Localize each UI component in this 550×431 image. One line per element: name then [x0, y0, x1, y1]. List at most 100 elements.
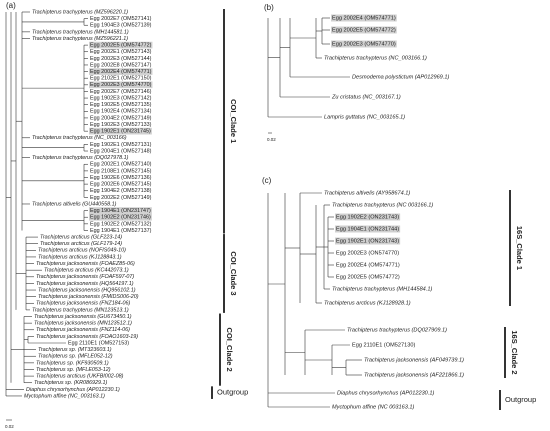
taxon-label: Trachipterus jacksonensis (AF049739.1) [364, 357, 464, 363]
taxon-label: Trachipterus altivelis (GU440558.1) [32, 201, 117, 207]
taxon-label: Trachipterus altivelis (AY958674.1) [324, 190, 410, 196]
highlight [335, 225, 401, 233]
taxon-label: Trachipterus jacksonensis (GU673450.1) [34, 314, 132, 320]
taxon-label: Trachipterus trachypterus (MN123513.1) [32, 307, 129, 313]
taxon-label: Trachipterus trachypterus (DQ027909.1) [347, 327, 447, 333]
highlight [335, 213, 401, 221]
taxon-label: Egg 2002E3 (ON574770) [336, 250, 399, 256]
taxon-label: Trachipterus jacksonensis (HQ564197.1) [36, 281, 134, 287]
taxon-label: Diaphus chrysorhynchus (AP012230.1) [337, 390, 434, 396]
taxon-label: Desmodema polystictum (AP012969.1) [352, 74, 449, 80]
taxon-label: Egg 2108E1 (OM527145) [90, 168, 152, 174]
taxon-label: Egg 2002E4 (OM574771) [90, 69, 152, 75]
taxon-label: Egg 2002E5 (OM574772) [90, 43, 152, 49]
taxon-label: Egg 2002E1 (OM527140) [90, 162, 152, 168]
taxon-label: Egg 2002E3 (OM527144) [90, 56, 152, 62]
taxon-label: Trachipterus trachypterus (MH144581.1) [32, 29, 129, 35]
panel-label: (a) [6, 1, 16, 10]
taxon-label: Trachipterus arcticus (GLF179-14) [40, 241, 122, 247]
taxon-label: Egg 1904E1 (ON231744) [336, 226, 399, 232]
taxon-label: Myctophum affine (NC_003163.1) [24, 393, 105, 399]
taxon-label: Egg 2002E7 (OM527146) [90, 89, 152, 95]
taxon-label: Egg 2110E1 (OM527130) [352, 342, 415, 348]
highlight [89, 127, 152, 135]
taxon-label: Egg 2002E6 (OM527145) [90, 182, 152, 188]
taxon-label: Egg 2002E1 (OM527143) [90, 49, 152, 55]
taxon-label: Egg 1902E1 (ON231745) [90, 129, 151, 135]
highlight [89, 81, 153, 89]
taxon-label: Egg 2002E3 (OM574770) [332, 41, 396, 47]
taxon-label: Egg 2004E1 (OM527148) [90, 148, 152, 154]
clade-label: 16S_Clade 2 [510, 330, 519, 374]
taxon-label: Egg 1904E1 (OM527137) [90, 228, 152, 234]
taxon-label: Egg 1902E1 (OM527131) [90, 142, 152, 148]
taxon-label: Trachipterus sp. (MFLE053-12) [36, 367, 111, 373]
taxon-label: Egg 2002E4 (OM574771) [336, 262, 400, 268]
taxon-label: Myctophum affine (NC 003163.1) [332, 404, 415, 410]
taxon-label: Trachipterus jacksonensis (FOAF597-07) [36, 274, 134, 280]
taxon-label: Trachipterus jacksonensis (AF221866.1) [364, 372, 464, 378]
taxon-label: Egg 1902E6 (OM527136) [90, 175, 152, 181]
taxon-label: Egg 2002E5 (OM574772) [336, 274, 400, 280]
taxon-label: Trachipterus sp. (KR086929.1) [34, 380, 108, 386]
taxon-label: Trachipterus arcticus (KC442073.1) [44, 268, 129, 274]
highlight [89, 68, 153, 75]
taxon-label: Trachipterus trachypterus (NC_003166.1) [324, 55, 427, 61]
panel-label: (c) [262, 176, 272, 185]
taxon-label: Trachipterus jacksonensis (HQ956102.1) [38, 287, 136, 293]
highlight [331, 14, 397, 22]
taxon-label: Trachipterus trachypterus (MH144584.1) [332, 286, 432, 292]
clade-label: Outgroup [505, 395, 536, 404]
clade-label: Outgroup [217, 388, 248, 397]
taxon-label: Egg 2002E4 (OM574771) [332, 15, 396, 21]
taxon-label: Trachipterus arcticus (UKFBI002-08) [36, 374, 124, 380]
highlight [89, 207, 152, 214]
taxon-label: Egg 2110E1 (OM527153) [68, 340, 129, 346]
taxon-label: Trachipterus jacksonensis (FOAEZ85-06) [36, 261, 135, 267]
clade-label: COI_Clade 3 [229, 251, 238, 295]
taxon-label: Egg 1904E1 (ON231747) [90, 208, 151, 214]
highlight [335, 237, 401, 245]
taxon-label: Trachipterus sp. (KF930509.1) [36, 360, 109, 366]
taxon-label: Trachipterus arcticus (KJ128928.1) [324, 300, 411, 306]
taxon-label: Egg 1902E3 (OM527142) [90, 95, 152, 101]
taxon-label: Egg 1902E1 (ON231743) [336, 238, 399, 244]
highlight [89, 213, 152, 221]
taxon-label: Egg 1902E5 (OM527135) [90, 102, 152, 108]
highlight [89, 41, 153, 49]
taxon-label: Lampris guttatus (NC_003165.1) [324, 114, 405, 120]
taxon-label: Trachipterus trachypterus (MZ596220.1) [32, 9, 128, 15]
taxon-label: Trachipterus arcticus (NOFIS049-10) [38, 248, 126, 254]
taxon-label: Trachipterus jacksonensis (FMIDS006-20) [38, 294, 139, 300]
taxon-label: Trachipterus trachypterus (DQ027978.1) [32, 155, 129, 161]
taxon-label: Egg 2002E5 (OM574772) [332, 27, 396, 33]
taxon-label: Egg 1902E2 (ON231746) [90, 215, 151, 221]
taxon-label: Egg 1902E3 (OM527133) [90, 122, 152, 128]
taxon-label: Egg 2002E3 (OM574770) [90, 82, 152, 88]
taxon-label: Egg 2004E2 (OM527149) [90, 115, 152, 121]
taxon-label: Trachipterus sp. (MFLE052-12) [38, 354, 113, 360]
taxon-label: Trachipterus sp. (MT323603.1) [38, 347, 112, 353]
taxon-label: Trachipterus trachypterus (NC_003166) [32, 135, 127, 141]
taxon-label: Trachipterus jacksonensis (FNZ184-06) [36, 301, 130, 307]
taxon-label: Egg 2002E8 (OM527147) [90, 62, 152, 68]
taxon-label: Egg 1904E3 (OM527139) [90, 23, 152, 29]
taxon-label: Trachipterus trachypterus (MZ596221.1) [32, 36, 128, 42]
taxon-label: Egg 2102E1 (OM527150) [90, 76, 152, 82]
taxon-label: Egg 2002E2 (OM527149) [90, 195, 152, 201]
highlight [331, 40, 397, 48]
taxon-label: Egg 1904E2 (OM527138) [90, 188, 152, 194]
scale-label: 0.02 [267, 137, 276, 142]
taxon-label: Egg 1902E2 (OM527132) [90, 221, 152, 227]
taxon-label: Zu cristatus (NC_003167.1) [331, 94, 401, 100]
taxon-label: Egg 1902E2 (ON231743) [336, 214, 399, 220]
taxon-label: Trachipterus jacksonensis (MN123512.1) [34, 321, 132, 327]
taxon-label: Trachipterus trachypterus (NC 003166.1) [332, 202, 433, 208]
taxon-label: Trachipterus jacksonensis (FNZ114-06) [36, 327, 130, 333]
taxon-label: Trachipterus arcticus (GLF223-14) [40, 235, 122, 241]
taxon-label: Trachipterus jacksonensis (FOAO1603-19) [36, 334, 138, 340]
taxon-label: Trachipterus arcticus (KJ128843.1) [38, 254, 122, 260]
clade-label: COI_Clade 2 [225, 328, 234, 372]
highlight [331, 26, 397, 34]
